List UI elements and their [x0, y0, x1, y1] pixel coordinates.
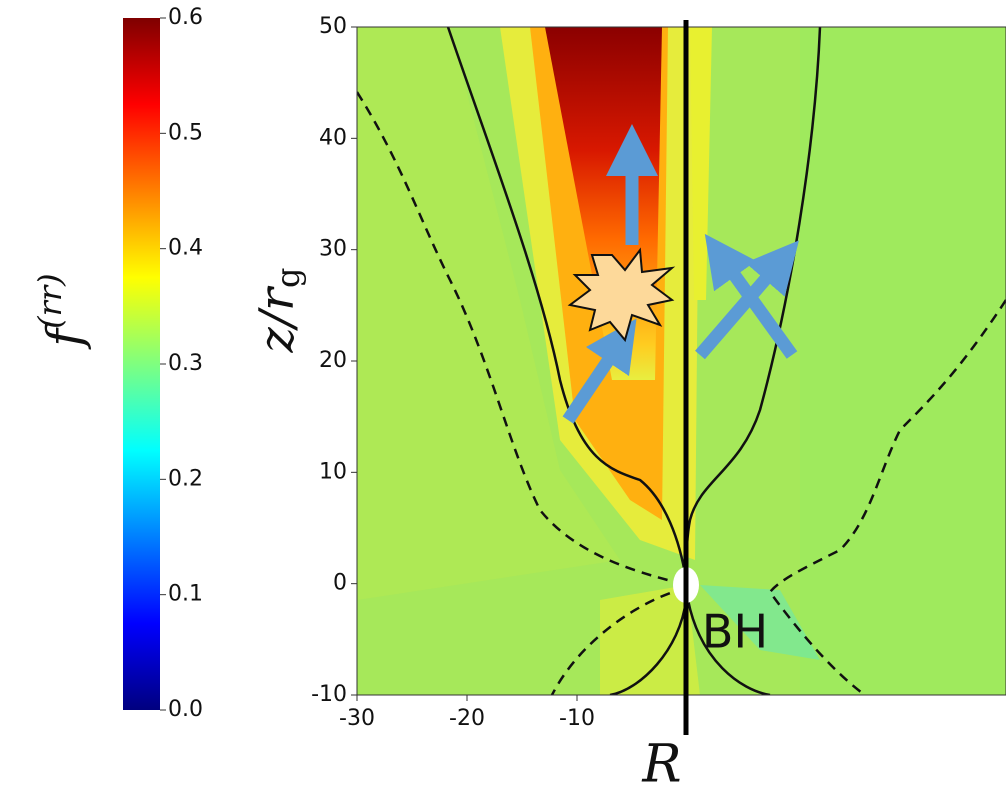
colorbar-tick-label: 0.1	[168, 582, 203, 607]
color-field	[357, 27, 1006, 695]
y-tick-label: 20	[319, 348, 347, 373]
collision-burst	[567, 247, 676, 343]
x-axis-label: R	[641, 735, 681, 792]
y-axis-label-main: z/r	[249, 285, 305, 353]
colorbar-label-sup: (rr)	[31, 273, 69, 329]
y-tick-label: 10	[319, 459, 347, 484]
colorbar-tick-label: 0.6	[168, 5, 203, 30]
bh-label: BH	[702, 605, 768, 659]
x-tick-label: -20	[449, 706, 485, 731]
arrows	[562, 124, 799, 424]
x-tick-label: -30	[339, 706, 375, 731]
y-axis-label-sub: g	[269, 268, 307, 288]
colorbar-tick-label: 0.2	[168, 466, 203, 491]
colorbar-label: f(rr)	[31, 273, 93, 349]
colorbar-tick-label: 0.3	[168, 351, 203, 376]
y-axis-label: z/rg	[249, 268, 307, 354]
y-tick-label: 40	[319, 125, 347, 150]
y-tick-label: -10	[311, 682, 347, 707]
colorbar-tick-label: 0.5	[168, 120, 203, 145]
x-tick-label: -10	[559, 706, 595, 731]
y-tick-label: 50	[319, 14, 347, 39]
y-tick-label: 30	[319, 237, 347, 262]
colorbar-tick-label: 0.4	[168, 236, 203, 261]
y-tick-label: 0	[333, 571, 347, 596]
colorbar	[123, 18, 160, 710]
colorbar-tick-label: 0.0	[168, 697, 203, 722]
